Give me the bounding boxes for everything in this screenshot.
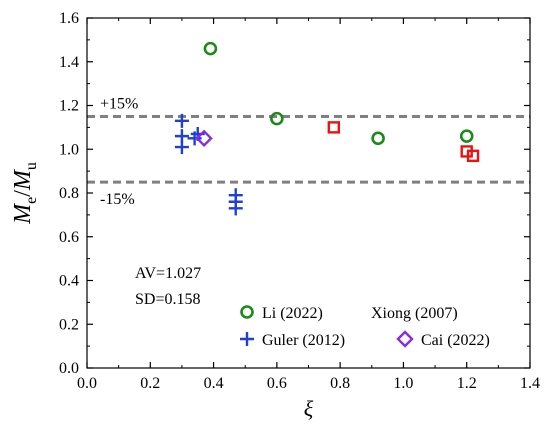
point-xiong-2007 [466, 149, 480, 163]
lower-bound-label: -15% [100, 191, 135, 208]
x-axis-title: ξ [304, 396, 314, 421]
point-guler-2012 [228, 201, 243, 216]
point-li-2022 [203, 41, 218, 56]
point-li-2022 [371, 131, 385, 146]
legend-marker [240, 332, 254, 346]
legend-marker [240, 305, 254, 319]
point-li-2022 [459, 129, 474, 143]
y-tick-label: 1.6 [59, 10, 79, 27]
y-tick-label: 0.2 [59, 316, 79, 333]
y-tick-label: 0.6 [59, 229, 79, 246]
point-cai-2022 [195, 129, 213, 148]
y-axis-title: Me/Mu [10, 162, 40, 225]
point-li-2022 [270, 111, 284, 126]
legend: Li (2022) Xiong (2007) Guler (2012) Cai … [240, 305, 490, 349]
legend-marker [396, 330, 414, 348]
legend-label-xiong: Xiong (2007) [371, 305, 458, 322]
y-tick-label: 0.0 [59, 360, 79, 377]
data-points [174, 41, 480, 216]
legend-markers [240, 305, 414, 348]
y-axis-title-sep: / [10, 190, 36, 197]
x-tick-label: 0.4 [204, 375, 224, 392]
y-tick-label: 1.4 [59, 54, 79, 71]
axis-ticks: 0.0 0.2 0.4 0.6 0.8 1.0 1.2 1.4 0.0 0.2 0.4 0.6 0.8 1… [59, 10, 540, 392]
y-tick-label: 0.8 [59, 185, 79, 202]
x-tick-label: 0.6 [267, 375, 287, 392]
x-tick-label: 0.8 [330, 375, 350, 392]
x-tick-label: 1.0 [393, 375, 413, 392]
average-stat: AV=1.027 [135, 265, 201, 282]
point-xiong-2007 [327, 121, 341, 134]
legend-label-guler: Guler (2012) [262, 332, 345, 349]
y-axis-title-sub-u: u [23, 162, 40, 170]
y-tick-label: 0.4 [59, 273, 79, 290]
y-axis-title-sub-e: e [23, 197, 40, 204]
legend-label-li: Li (2022) [262, 305, 323, 322]
point-guler-2012 [174, 113, 189, 128]
upper-bound-label: +15% [100, 95, 138, 112]
legend-label-cai: Cai (2022) [421, 332, 490, 349]
y-tick-label: 1.2 [59, 98, 79, 115]
x-tick-label: 1.2 [457, 375, 477, 392]
x-tick-label: 0.2 [140, 375, 160, 392]
y-tick-label: 1.0 [59, 141, 79, 158]
y-axis-title-m1: M [10, 202, 36, 225]
y-axis-title-m2: M [10, 168, 36, 191]
std-dev-stat: SD=0.158 [135, 291, 200, 308]
reference-lines [87, 114, 530, 184]
point-guler-2012 [174, 140, 189, 155]
x-tick-label: 0.0 [77, 375, 97, 392]
x-tick-label: 1.4 [520, 375, 540, 392]
